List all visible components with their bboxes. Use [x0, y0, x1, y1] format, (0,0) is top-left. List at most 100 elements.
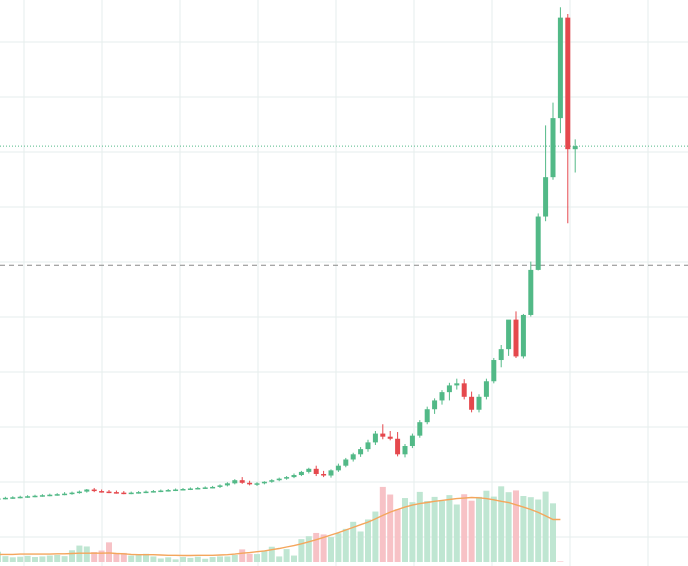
candle	[69, 491, 75, 495]
candle-body	[565, 17, 571, 150]
candle-body	[483, 381, 489, 397]
candle	[91, 487, 97, 493]
candle	[224, 482, 230, 487]
volume-bar	[498, 486, 505, 562]
volume-bar	[424, 500, 431, 562]
candle-body	[76, 491, 82, 494]
volume-bar	[32, 557, 38, 562]
candle	[446, 382, 452, 401]
candle	[498, 345, 504, 368]
candle-body	[543, 177, 549, 217]
candle	[247, 480, 253, 486]
candle-body	[10, 497, 16, 499]
candle-body	[491, 360, 497, 382]
candle-body	[239, 480, 245, 483]
candle-body	[113, 492, 119, 494]
volume-bar	[350, 521, 357, 562]
candle	[284, 476, 290, 480]
candle	[239, 477, 245, 484]
candle	[321, 470, 327, 478]
volume-bar	[409, 502, 416, 562]
candle	[99, 489, 105, 493]
volume-bar	[224, 556, 231, 562]
candle	[0, 498, 1, 500]
candle-body	[572, 146, 578, 150]
volume-bar	[453, 504, 460, 562]
candle-body	[528, 269, 534, 315]
candle	[535, 213, 541, 271]
candle-body	[25, 496, 31, 498]
candle-body	[291, 475, 297, 478]
candle-body	[2, 497, 8, 500]
candle-body	[128, 492, 134, 495]
volume-bar	[483, 490, 490, 562]
candle	[136, 491, 142, 494]
volume-bar	[490, 496, 497, 562]
candle-body	[224, 483, 230, 486]
volume-bar	[550, 503, 556, 562]
volume-bar	[268, 546, 275, 562]
candle	[232, 479, 238, 485]
candle	[513, 311, 519, 358]
candle-body	[520, 314, 526, 357]
candle	[261, 481, 267, 485]
candle-body	[409, 435, 415, 447]
candle	[409, 433, 415, 449]
candle	[25, 495, 31, 498]
candle	[550, 102, 556, 180]
candle	[565, 14, 571, 224]
candle	[432, 398, 438, 414]
candle	[291, 473, 297, 479]
candle	[39, 494, 45, 497]
volume-bar	[217, 556, 223, 562]
volume-bar	[69, 550, 75, 562]
candle	[10, 496, 16, 499]
candle	[395, 432, 401, 457]
candle	[313, 465, 319, 477]
volume-bar	[61, 556, 68, 562]
candle-body	[365, 442, 371, 450]
volume-bar	[128, 555, 135, 562]
volume-bar	[180, 557, 186, 562]
candle	[572, 139, 578, 173]
candle-body	[17, 496, 23, 499]
volume-bar	[535, 499, 542, 562]
candle	[54, 493, 60, 496]
candle-body	[165, 490, 171, 492]
candle	[298, 470, 304, 477]
volume-bar	[342, 528, 349, 562]
volume-bar	[468, 500, 475, 562]
candle	[128, 491, 134, 495]
candle-body	[439, 392, 445, 401]
candle-body	[210, 486, 216, 489]
candle	[335, 463, 341, 472]
candle-body	[321, 473, 327, 476]
candles	[0, 7, 578, 500]
candle	[62, 492, 68, 496]
candle	[2, 496, 8, 500]
candle-body	[254, 483, 260, 485]
candle-body	[446, 385, 452, 393]
candle	[424, 406, 430, 425]
candle-body	[306, 468, 312, 472]
candle	[217, 484, 223, 488]
candle-body	[202, 487, 208, 489]
candle-body	[136, 492, 142, 494]
volume-bar	[39, 556, 46, 562]
candle	[358, 447, 364, 457]
candle	[113, 490, 119, 494]
volume-bar	[209, 557, 216, 562]
candle	[491, 357, 497, 384]
candle-body	[358, 449, 364, 455]
volume-bar	[283, 549, 290, 562]
candle-body	[513, 319, 519, 357]
volume-bar	[439, 500, 445, 562]
candle-body	[261, 481, 267, 484]
candle	[557, 7, 563, 134]
volume-bar	[194, 556, 201, 562]
candle	[528, 261, 534, 317]
volume-bar	[0, 551, 1, 562]
volume-bar	[379, 486, 386, 562]
